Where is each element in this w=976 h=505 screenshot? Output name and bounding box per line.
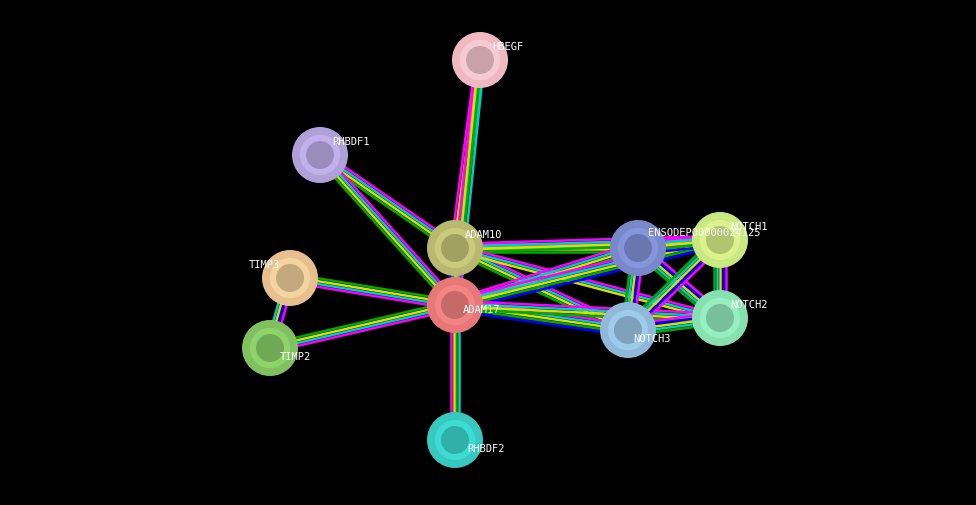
Circle shape — [262, 250, 318, 306]
Circle shape — [700, 298, 740, 338]
Text: RHBDF1: RHBDF1 — [332, 137, 370, 147]
Text: RHBDF2: RHBDF2 — [467, 444, 505, 454]
Text: HBEGF: HBEGF — [492, 42, 523, 52]
Circle shape — [614, 316, 642, 344]
Circle shape — [292, 127, 348, 183]
Circle shape — [435, 420, 475, 460]
Text: ENSODEP00000024125: ENSODEP00000024125 — [648, 228, 760, 238]
Circle shape — [700, 220, 740, 260]
Circle shape — [618, 228, 658, 268]
Circle shape — [427, 277, 483, 333]
Circle shape — [706, 304, 734, 332]
Circle shape — [250, 328, 290, 368]
Text: NOTCH1: NOTCH1 — [730, 222, 767, 232]
Circle shape — [427, 220, 483, 276]
Circle shape — [610, 220, 666, 276]
Circle shape — [441, 426, 469, 454]
Circle shape — [441, 291, 469, 319]
Text: NOTCH3: NOTCH3 — [633, 334, 671, 344]
Circle shape — [692, 290, 748, 346]
Circle shape — [435, 285, 475, 325]
Text: NOTCH2: NOTCH2 — [730, 300, 767, 310]
Circle shape — [460, 40, 500, 80]
Text: TIMP2: TIMP2 — [280, 352, 311, 362]
Circle shape — [242, 320, 298, 376]
Circle shape — [435, 228, 475, 268]
Circle shape — [706, 226, 734, 254]
Circle shape — [466, 46, 494, 74]
Circle shape — [427, 412, 483, 468]
Text: TIMP3: TIMP3 — [249, 260, 280, 270]
Text: ADAM10: ADAM10 — [465, 230, 503, 240]
Text: ADAM17: ADAM17 — [463, 305, 501, 315]
Circle shape — [276, 264, 304, 292]
Circle shape — [441, 234, 469, 262]
Circle shape — [452, 32, 508, 88]
Circle shape — [692, 212, 748, 268]
Circle shape — [600, 302, 656, 358]
Circle shape — [300, 135, 341, 175]
Circle shape — [624, 234, 652, 262]
Circle shape — [608, 310, 648, 350]
Circle shape — [269, 258, 310, 298]
Circle shape — [306, 141, 334, 169]
Circle shape — [256, 334, 284, 362]
